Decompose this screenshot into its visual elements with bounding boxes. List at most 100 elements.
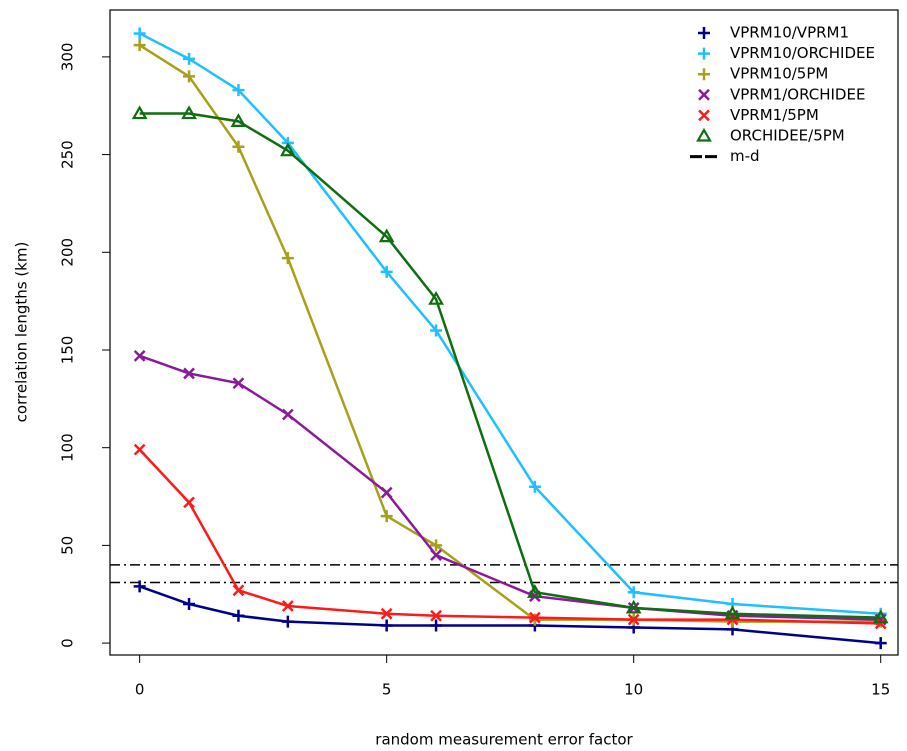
marker [133,443,146,456]
marker-shape [698,88,710,101]
marker-shape [232,609,245,622]
marker-shape [698,27,710,39]
marker-shape [698,68,710,81]
marker-shape [279,142,296,157]
marker-shape [380,486,393,499]
marker [625,599,642,614]
marker-shape [183,496,195,509]
marker-shape [528,480,541,493]
marker-shape [380,510,393,523]
marker-shape [232,377,245,390]
marker-shape [625,599,642,614]
marker-shape [380,265,393,278]
marker-shape [698,109,710,122]
legend-marker [698,109,710,122]
marker [281,600,294,612]
marker [430,539,443,552]
marker [380,486,393,499]
series-line [139,112,881,619]
series-line [139,585,881,645]
legend-label: m-d [730,147,760,165]
marker [430,324,443,337]
marker [380,607,393,620]
marker [430,609,442,622]
y-tick-label: 100 [59,433,77,462]
marker [528,611,541,624]
marker [183,70,196,83]
y-tick-label: 150 [59,336,77,365]
marker [232,584,245,597]
marker-shape [133,349,146,362]
marker [430,619,443,632]
marker-shape [872,609,889,624]
plot-frame [109,9,899,656]
marker [183,496,195,509]
marker [232,140,245,153]
marker-shape [380,619,393,632]
marker-shape [726,613,739,626]
marker-shape [133,39,146,52]
marker [183,598,196,611]
marker [726,613,739,626]
legend-label: VPRM10/ORCHIDEE [730,44,875,62]
marker [380,265,393,278]
marker-shape [724,605,741,620]
marker [133,39,146,52]
legend-label: ORCHIDEE/5PM [730,127,845,145]
marker-shape [281,252,294,265]
legend-label: VPRM1/ORCHIDEE [730,85,865,103]
x-tick-label: 0 [135,681,145,699]
marker [183,52,196,65]
marker [380,510,393,523]
marker-shape [232,140,245,153]
marker-shape [874,637,887,650]
x-tick-label: 15 [871,681,890,699]
marker [430,549,442,562]
marker [232,377,245,390]
marker-shape [232,584,245,597]
y-tick-label: 50 [59,536,77,555]
marker-shape [281,600,294,612]
marker-shape [183,367,195,380]
marker [528,613,541,626]
series-line [138,448,881,625]
marker-shape [874,617,887,630]
y-tick-label: 0 [59,638,77,648]
legend-label: VPRM10/5PM [730,65,828,83]
marker-shape [230,113,247,127]
marker-shape [131,105,148,120]
marker [183,367,195,380]
marker-shape [183,52,196,65]
marker [874,637,887,650]
marker-shape [232,84,245,97]
marker [528,480,541,493]
marker-shape [526,584,543,598]
marker [281,615,294,628]
marker [281,408,294,421]
marker [281,252,294,265]
legend-label: VPRM10/VPRM1 [730,24,849,42]
legend-label: VPRM1/5PM [730,106,819,124]
marker-shape [428,290,444,305]
marker [428,290,444,305]
marker-shape [627,586,640,599]
marker [279,142,296,157]
marker-shape [133,580,146,593]
marker [133,580,146,593]
y-tick-label: 250 [59,140,77,169]
series-line [139,354,881,621]
marker-shape [698,47,710,60]
marker-shape [430,539,443,552]
legend-marker [698,47,710,60]
marker [181,105,197,120]
marker [133,349,146,362]
marker-shape [430,609,442,622]
y-tick-label: 300 [59,43,77,72]
marker [526,584,543,598]
marker-shape [133,27,146,40]
y-axis-title: correlation lengths (km) [13,242,31,423]
marker-shape [696,127,712,142]
marker-shape [430,619,443,632]
marker-shape [183,70,196,83]
